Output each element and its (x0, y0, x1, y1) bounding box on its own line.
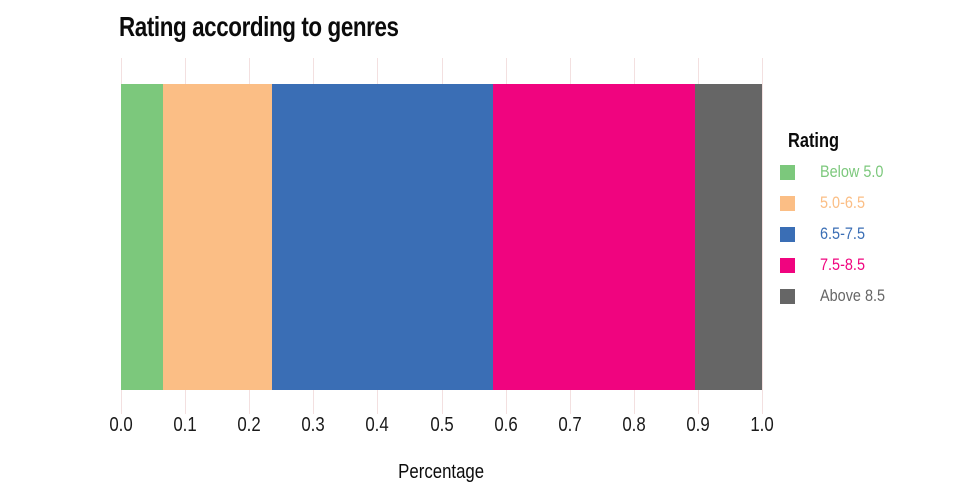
x-tick-label-0.3: 0.3 (301, 414, 325, 436)
x-tick-label-0.6: 0.6 (493, 414, 518, 436)
legend-label-7-5-8-5: 7.5-8.5 (820, 255, 865, 274)
legend-swatch-6-5-7-5 (780, 226, 795, 242)
legend-items: Below 5.0 5.0-6.5 6.5-7.5 7.5-8.5 Above 8.5 (780, 162, 897, 306)
legend-swatch-5-0-6-5 (780, 195, 795, 211)
legend-item-6-5-7-5: 6.5-7.5 (780, 224, 897, 244)
x-tick-label-0.0: 0.0 (109, 414, 133, 436)
x-tick-label-0.2: 0.2 (237, 414, 261, 436)
bar-segment-7-5-8-5 (492, 84, 695, 390)
bar-segment-6-5-7-5 (271, 84, 493, 390)
x-tick-label-0.4: 0.4 (365, 414, 390, 436)
gridline-1.0 (762, 58, 763, 414)
chart-title: Rating according to genres (119, 11, 399, 42)
x-tick-label-0.1: 0.1 (173, 414, 197, 436)
legend-swatch-7-5-8-5 (780, 257, 795, 273)
bar-segment-5-0-6-5 (162, 84, 272, 390)
bar-segment-above-8-5 (694, 84, 762, 390)
x-tick-label-0.9: 0.9 (686, 414, 710, 436)
x-tick-label-1.0: 1.0 (750, 414, 774, 436)
legend-item-above-8-5: Above 8.5 (780, 286, 897, 306)
legend-label-below-5-0: Below 5.0 (820, 162, 884, 181)
x-axis-label: Percentage (398, 461, 485, 483)
legend-item-below-5-0: Below 5.0 (780, 162, 897, 182)
legend-item-5-0-6-5: 5.0-6.5 (780, 193, 897, 213)
legend-label-5-0-6-5: 5.0-6.5 (820, 193, 865, 212)
x-tick-label-0.8: 0.8 (622, 414, 646, 436)
x-axis-label-wrap: Percentage (121, 461, 762, 484)
bar-segment-below-5-0 (121, 84, 163, 390)
x-tick-label-0.5: 0.5 (429, 414, 454, 436)
x-tick-label-0.7: 0.7 (558, 414, 582, 436)
legend-swatch-below-5-0 (780, 164, 795, 180)
plot-area: 0.0 0.1 0.2 0.3 0.4 0.5 0.6 0.7 0.8 0.9 1.0 (109, 58, 774, 436)
legend: Rating Below 5.0 5.0-6.5 6.5-7.5 7.5-8.5 Abo… (780, 130, 897, 317)
legend-item-7-5-8-5: 7.5-8.5 (780, 255, 897, 275)
legend-label-above-8-5: Above 8.5 (820, 286, 886, 305)
legend-label-6-5-7-5: 6.5-7.5 (820, 224, 865, 243)
legend-title: Rating (788, 130, 840, 152)
legend-swatch-above-8-5 (780, 288, 795, 304)
stacked-bar (121, 84, 762, 390)
